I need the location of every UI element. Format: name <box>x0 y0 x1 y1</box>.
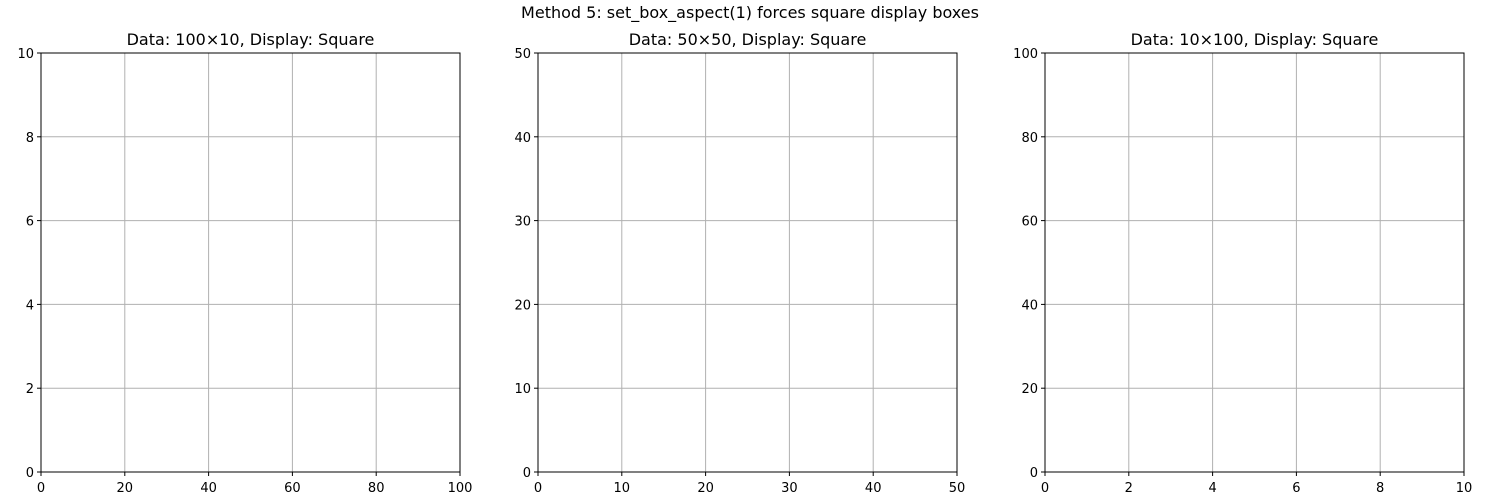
y-tick-label: 30 <box>514 215 531 230</box>
x-tick-label: 20 <box>697 481 714 496</box>
y-tick-label: 20 <box>514 298 531 313</box>
y-tick-label: 10 <box>17 47 34 62</box>
x-tick-label: 2 <box>1125 481 1133 496</box>
y-tick-label: 8 <box>26 131 34 146</box>
chart-title: Data: 50×50, Display: Square <box>629 30 867 49</box>
y-tick-label: 20 <box>1021 382 1038 397</box>
y-tick-label: 0 <box>1030 466 1038 481</box>
y-tick-label: 40 <box>1021 298 1038 313</box>
plot-frame <box>40 52 461 473</box>
x-tick-label: 8 <box>1376 481 1384 496</box>
x-tick-label: 10 <box>614 481 631 496</box>
y-tick-label: 40 <box>514 131 531 146</box>
chart-1: 0 20 40 60 80 100 0 2 4 6 8 10 Data: 100×10, Display… <box>17 30 472 496</box>
x-tick-label: 0 <box>37 481 45 496</box>
x-tick-label: 50 <box>949 481 966 496</box>
x-tick-label: 0 <box>1041 481 1049 496</box>
y-tick-label: 2 <box>26 382 34 397</box>
y-tick-label: 0 <box>523 466 531 481</box>
x-tick-label: 40 <box>200 481 217 496</box>
x-tick-label: 6 <box>1292 481 1300 496</box>
y-tick-label: 80 <box>1021 131 1038 146</box>
chart-2: 0 10 20 30 40 50 0 10 20 30 40 50 Data: 50×50, Displ… <box>514 30 965 496</box>
x-tick-label: 40 <box>865 481 882 496</box>
chart-title: Data: 10×100, Display: Square <box>1131 30 1379 49</box>
x-tick-label: 20 <box>117 481 134 496</box>
y-tick-label: 0 <box>26 466 34 481</box>
x-tick-label: 60 <box>284 481 301 496</box>
y-tick-label: 4 <box>26 298 34 313</box>
x-tick-label: 10 <box>1456 481 1473 496</box>
plot-frame <box>1044 52 1465 473</box>
y-tick-label: 10 <box>514 382 531 397</box>
plot-frame <box>537 52 958 473</box>
x-tick-label: 30 <box>781 481 798 496</box>
chart-title: Data: 100×10, Display: Square <box>127 30 375 49</box>
y-tick-label: 6 <box>26 215 34 230</box>
y-tick-label: 100 <box>1013 47 1038 62</box>
x-tick-label: 4 <box>1208 481 1216 496</box>
y-tick-label: 50 <box>514 47 531 62</box>
x-tick-label: 80 <box>368 481 385 496</box>
y-tick-label: 60 <box>1021 215 1038 230</box>
x-tick-label: 0 <box>534 481 542 496</box>
x-tick-label: 100 <box>448 481 473 496</box>
figure-suptitle: Method 5: set_box_aspect(1) forces squar… <box>521 3 979 23</box>
